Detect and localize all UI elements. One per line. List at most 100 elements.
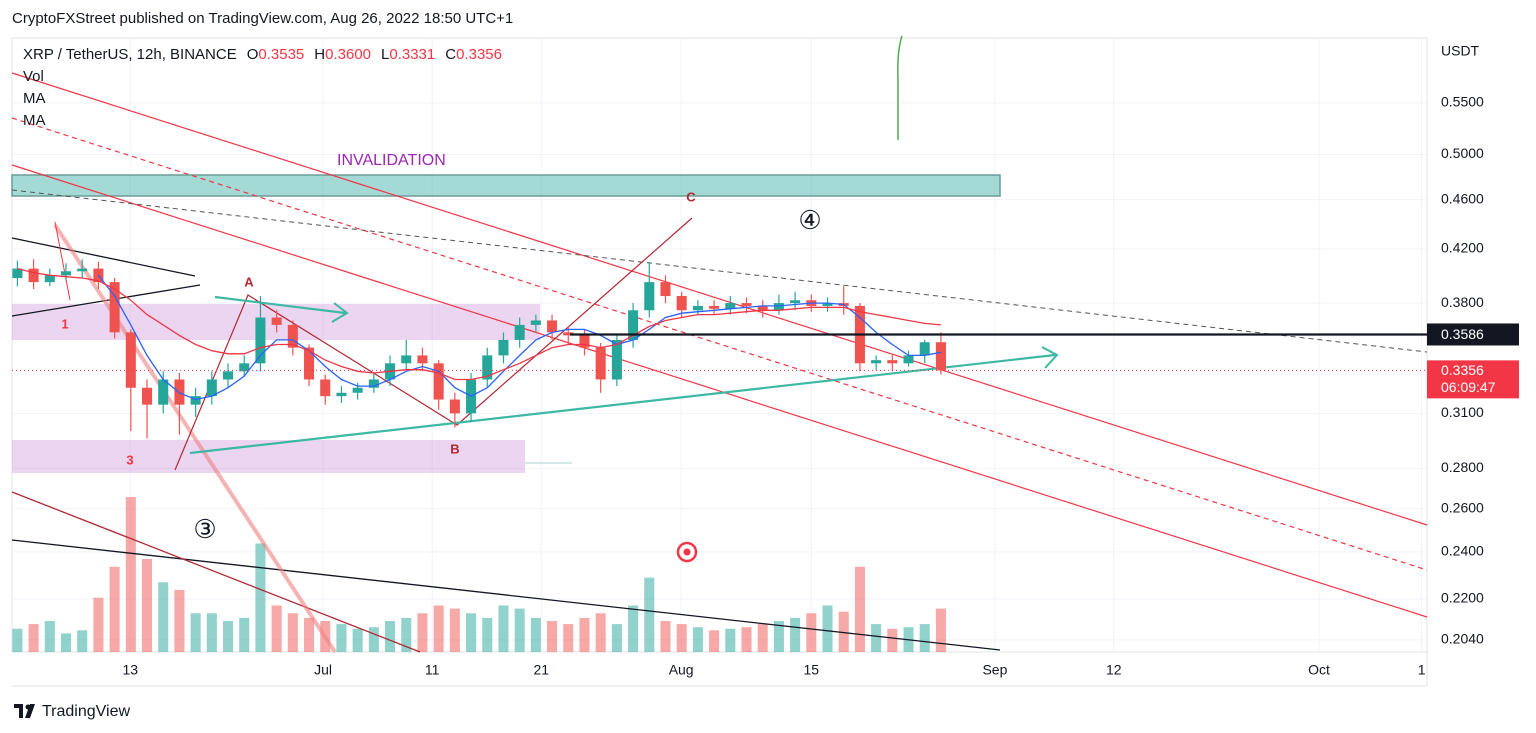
candle-body [271,317,282,325]
volume-trend [11,491,421,653]
volume-bar [498,605,509,652]
volume-bar [741,627,752,652]
volume-bar [530,617,541,652]
candle-body [725,303,736,309]
target-ring [676,541,698,563]
channel-top [11,72,1428,526]
candle-body [530,320,541,325]
volume-bar [77,630,88,652]
y-tick-label: 0.4200 [1441,240,1484,256]
ohlc-key: H [314,46,325,63]
volume-bar [919,624,930,652]
volume-bar [579,617,590,652]
indicator-legend: MA [23,112,46,129]
candle-body [60,271,72,276]
last-price-box [1427,360,1519,399]
volume-bar [692,627,703,652]
volume-bar [352,628,363,652]
volume-bar [790,617,801,652]
volume-bar [28,624,39,652]
volume-bar [336,624,347,652]
ohlc-value: 0.3535 [258,46,304,63]
candle-body [676,296,687,311]
dashed-trend [11,189,1428,353]
ohlc-key: L [381,46,389,63]
volume-bar [887,628,898,652]
volume-bar [239,617,250,652]
x-tick-label: 12 [1106,662,1122,678]
candle-body [547,320,558,333]
volume-bar [93,597,104,652]
volume-bar [757,624,768,652]
candle-body [790,300,801,304]
candle-body [352,387,363,393]
plot-frame [11,37,1428,653]
candle-body [28,268,39,283]
volume-bar [514,608,525,652]
x-tick-label: 21 [533,662,549,678]
ohlc-value: 0.3356 [456,46,502,63]
candle-body [239,363,250,372]
volume-bar [935,608,946,652]
ohlc-key: C [445,46,456,63]
y-tick-label: 0.2040 [1441,631,1484,647]
indicator-legend: MA [23,90,46,107]
x-tick-label: 11 [425,662,440,678]
candle-body [660,282,671,297]
candle-body [822,303,833,306]
candle-body [336,392,347,397]
volume-bar [304,617,315,652]
target-icon [676,541,698,563]
impulse-line [53,223,337,654]
volume-bar [676,624,687,652]
volume-bar [773,621,784,652]
candle-body [514,324,525,340]
wave-label: C [686,189,696,204]
candle-body [595,347,606,380]
volume-bar [838,611,849,652]
volume-bar [271,605,282,652]
price-unit: USDT [1441,43,1480,59]
moving-average [17,267,941,381]
candle-body [206,379,217,397]
brand: TradingView [42,703,130,720]
volume-bar [822,605,833,652]
x-tick-label: Oct [1308,662,1330,678]
candle-body [287,324,298,348]
price-pane [12,259,1427,439]
logo-dot [25,704,31,710]
channel-mid [11,117,1428,571]
candle-body [579,335,590,348]
indicator-legend: Vol [23,68,44,85]
ohlc-value: 0.3600 [325,46,371,63]
volume-bar [60,633,72,652]
target-dot [683,548,691,556]
x-tick-label: 15 [804,662,820,678]
y-tick-label: 0.3100 [1441,404,1484,420]
wave-label: B [450,441,459,456]
y-tick-label: 0.2600 [1441,499,1484,515]
arrow-head [331,302,349,323]
candle-body [125,332,136,388]
y-tick-label: 0.2400 [1441,543,1484,559]
y-tick-label: 0.3800 [1441,294,1484,310]
candle-body [741,303,752,306]
candle-body [12,268,23,279]
volume-bar [660,621,671,652]
volume-bar [644,577,655,652]
candle-body [368,379,379,388]
bar-countdown: 06:09:47 [1441,379,1496,395]
volume-bar [125,497,136,652]
volume-bar [854,566,865,652]
x-tick-label: 1 [1418,662,1426,678]
candle-body [757,305,768,311]
candle-body [919,342,930,356]
volume-bar [287,613,298,652]
candle-body [320,379,331,397]
candle-body [611,339,622,380]
candle-body [871,360,882,364]
support-trend [189,353,1056,455]
volume-bar [611,624,622,652]
